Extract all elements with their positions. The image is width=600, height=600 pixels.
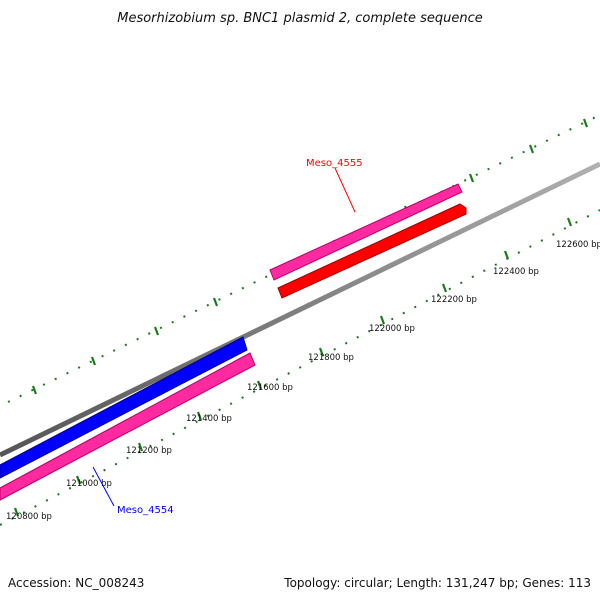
topology-summary-text: Topology: circular; Length: 131,247 bp; … (283, 576, 591, 590)
scale-label: 121200 bp (126, 446, 172, 456)
scale-label: 122600 bp (556, 240, 600, 250)
gene-meso-4555-label: Meso_4555 (306, 158, 363, 169)
scale-label: 121800 bp (308, 353, 354, 363)
gene-meso-4555-arrow (277, 203, 467, 299)
gene-meso-4554-leader (92, 466, 115, 507)
scale-label: 121000 bp (66, 479, 112, 489)
map-title: Mesorhizobium sp. BNC1 plasmid 2, comple… (117, 11, 483, 26)
cds-bar-lower (0, 352, 256, 501)
backbone-line (0, 161, 600, 458)
scale-label: 122400 bp (493, 267, 539, 277)
scale-label: 122000 bp (369, 324, 415, 334)
scale-label: 122200 bp (431, 295, 477, 305)
scale-label: 120800 bp (6, 512, 52, 522)
scale-label: 121400 bp (186, 414, 232, 424)
gene-meso-4555-leader (334, 167, 356, 213)
accession-text: Accession: NC_008243 (8, 576, 144, 590)
inner-tick-track (0, 209, 600, 526)
inner-major-ticks (13, 217, 573, 517)
gene-meso-4554-bar (0, 336, 248, 479)
scale-label: 121600 bp (247, 383, 293, 393)
cds-bar-upper (269, 183, 463, 281)
gene-meso-4554-label: Meso_4554 (117, 505, 174, 516)
